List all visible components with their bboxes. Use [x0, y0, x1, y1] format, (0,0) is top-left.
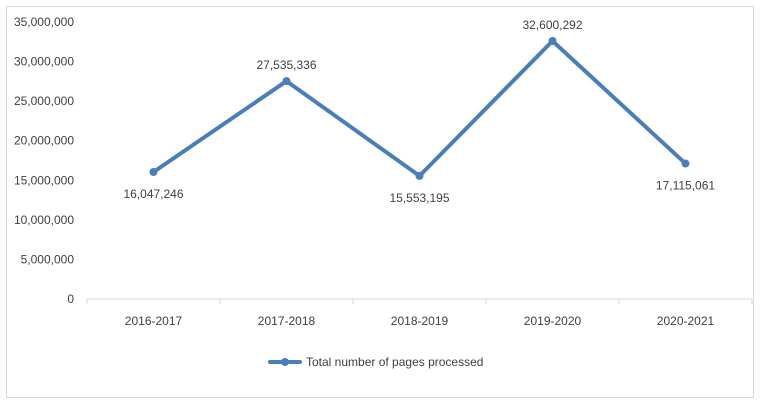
legend-label: Total number of pages processed — [306, 355, 484, 369]
y-tick-label: 15,000,000 — [14, 173, 74, 187]
y-tick-label: 20,000,000 — [14, 134, 74, 148]
y-tick-label: 5,000,000 — [21, 252, 75, 266]
data-point — [681, 159, 690, 168]
x-axis-tick-marks — [86, 299, 753, 304]
data-label: 16,047,246 — [123, 187, 183, 201]
x-axis-tick-labels: 2016-2017 2017-2018 2018-2019 2019-2020 2020… — [125, 314, 715, 328]
data-point — [282, 77, 291, 86]
data-labels: 16,047,246 27,535,336 15,553,195 32,600,292… — [123, 18, 715, 205]
y-tick-label: 0 — [67, 292, 74, 306]
chart-frame — [6, 6, 754, 398]
x-tick-label: 2016-2017 — [125, 314, 183, 328]
legend-dot — [281, 358, 289, 366]
y-tick-label: 30,000,000 — [14, 55, 74, 69]
y-tick-label: 25,000,000 — [14, 94, 74, 108]
x-tick-label: 2019-2020 — [524, 314, 582, 328]
data-point — [415, 171, 424, 180]
series-points — [149, 36, 690, 180]
x-tick-label: 2018-2019 — [391, 314, 449, 328]
x-tick-label: 2020-2021 — [657, 314, 715, 328]
legend: Total number of pages processed — [268, 352, 483, 372]
data-label: 15,553,195 — [389, 191, 449, 205]
y-tick-label: 10,000,000 — [14, 213, 74, 227]
data-point — [149, 167, 158, 176]
legend-marker — [268, 352, 302, 372]
y-tick-label: 35,000,000 — [14, 15, 74, 29]
y-axis-tick-labels: 0 5,000,000 10,000,000 15,000,000 20,000,000… — [14, 15, 74, 306]
series-line — [151, 38, 688, 178]
data-label: 17,115,061 — [656, 179, 715, 193]
x-tick-label: 2017-2018 — [258, 314, 316, 328]
data-label: 27,535,336 — [256, 58, 316, 72]
data-point — [548, 36, 557, 45]
data-label: 32,600,292 — [522, 18, 582, 32]
